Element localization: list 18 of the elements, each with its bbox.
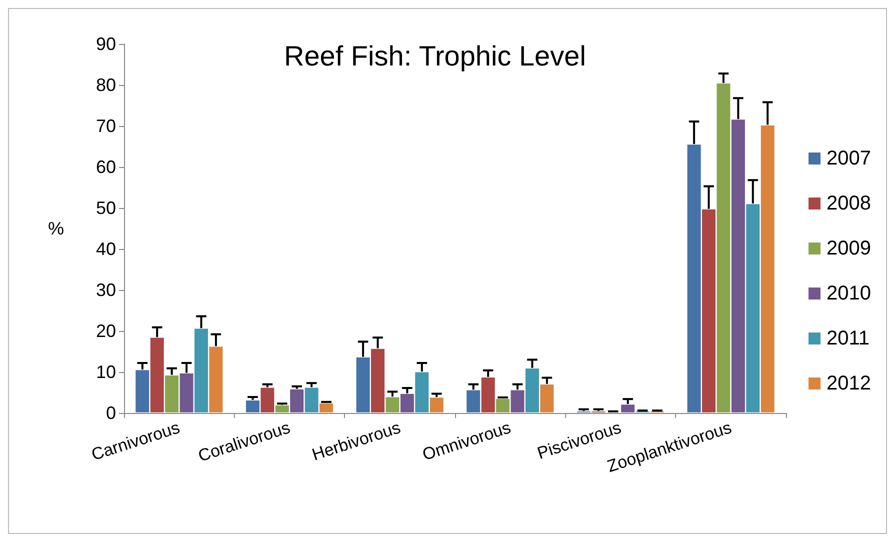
y-tick-label: 10 bbox=[96, 362, 116, 382]
y-tick-label: 50 bbox=[96, 198, 116, 218]
y-tick-label: 40 bbox=[96, 239, 116, 259]
legend-label: 2009 bbox=[826, 238, 872, 260]
y-tick-label: 70 bbox=[96, 116, 116, 136]
legend-label: 2008 bbox=[826, 192, 872, 214]
y-tick-label: 30 bbox=[96, 280, 116, 300]
y-axis-title: % bbox=[48, 218, 64, 238]
y-tick-label: 20 bbox=[96, 321, 116, 341]
legend-label: 2010 bbox=[826, 282, 872, 304]
legend-label: 2007 bbox=[826, 148, 872, 170]
legend-label: 2011 bbox=[826, 328, 870, 350]
chart-title: Reef Fish: Trophic Level bbox=[284, 40, 586, 72]
y-tick-label: 0 bbox=[106, 403, 116, 423]
y-tick-label: 90 bbox=[96, 34, 116, 54]
legend-label: 2012 bbox=[826, 372, 872, 394]
y-tick-label: 60 bbox=[96, 157, 116, 177]
y-tick-label: 80 bbox=[96, 75, 116, 95]
